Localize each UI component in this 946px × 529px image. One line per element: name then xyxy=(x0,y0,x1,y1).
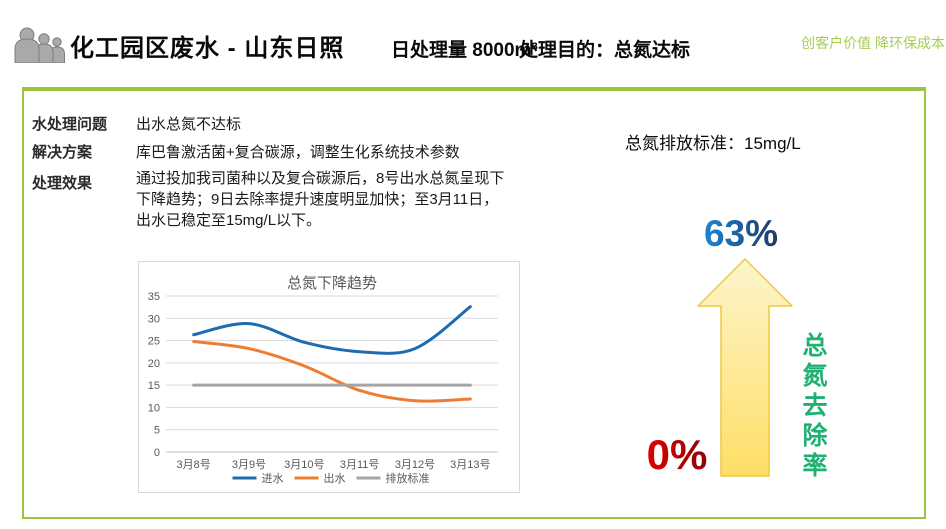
series-line-出水 xyxy=(192,339,472,403)
row-solution-label: 解决方案 xyxy=(32,144,93,161)
discharge-standard-note: 总氮排放标准：15mg/L xyxy=(625,134,801,153)
legend-label: 进水 xyxy=(262,472,284,485)
series-line-进水 xyxy=(192,305,472,355)
removal-arrow-icon xyxy=(697,258,793,477)
legend-label: 出水 xyxy=(324,471,346,485)
removal-top-percent: 63% xyxy=(704,213,778,254)
row-solution-value: 库巴鲁激活菌+复合碳源，调整生化系统技术参数 xyxy=(136,144,460,161)
x-tick-label: 3月10号 xyxy=(284,458,324,471)
removal-axis-char: 总 xyxy=(802,332,828,360)
x-tick-label: 3月13号 xyxy=(450,458,490,471)
y-tick-label: 25 xyxy=(148,336,160,348)
treatment-purpose: 处理目的：总氮达标 xyxy=(519,40,691,61)
trend-chart: 0 5 10 15 20 25 30 35 总氮下降趋势 3月8号 3月9号 3月10号 3月11号 3月… xyxy=(138,261,520,493)
removal-axis-label: 总氮去除率 xyxy=(794,331,836,481)
x-tick-label: 3月9号 xyxy=(232,458,266,471)
x-tick-label: 3月11号 xyxy=(340,458,380,471)
y-tick-label: 20 xyxy=(148,358,160,370)
case-panel: 水处理问题 出水总氮不达标 解决方案 库巴鲁激活菌+复合碳源，调整生化系统技术参… xyxy=(22,87,926,519)
people-group-icon xyxy=(14,27,65,63)
x-tick-label: 3月12号 xyxy=(395,458,435,471)
y-tick-label: 30 xyxy=(148,313,160,325)
removal-axis-char: 去 xyxy=(802,392,828,420)
row-effect-label: 处理效果 xyxy=(32,175,93,192)
y-tick-label: 15 xyxy=(148,380,160,392)
y-tick-label: 10 xyxy=(148,402,160,414)
removal-top-figure: 63% xyxy=(704,213,778,254)
removal-bottom-percent: 0% xyxy=(647,431,708,478)
x-tick-label: 3月8号 xyxy=(177,458,211,471)
removal-axis-char: 率 xyxy=(802,452,828,480)
removal-axis-char: 除 xyxy=(802,422,828,450)
y-tick-label: 35 xyxy=(148,291,160,303)
y-tick-label: 0 xyxy=(154,447,160,459)
y-tick-label: 5 xyxy=(154,425,160,437)
legend-label: 排放标准 xyxy=(386,471,430,485)
removal-axis-char: 氮 xyxy=(802,362,828,390)
trend-chart-svg: 0 5 10 15 20 25 30 35 总氮下降趋势 3月8号 3月9号 3月10号 3月11号 3月… xyxy=(148,275,498,485)
chart-title: 总氮下降趋势 xyxy=(287,275,377,292)
row-problem-label: 水处理问题 xyxy=(32,116,108,133)
company-slogan: 创客户价值 降环保成本 xyxy=(801,35,945,51)
page-title: 化工园区废水 - 山东日照 xyxy=(70,35,345,62)
daily-capacity: 日处理量 8000m³ xyxy=(391,40,538,61)
row-problem-value: 出水总氮不达标 xyxy=(136,116,242,133)
row-effect-value: 通过投加我司菌种以及复合碳源后，8号出水总氮呈现下 下降趋势；9日去除率提升速度… xyxy=(136,170,505,229)
removal-bottom-figure: 0% xyxy=(647,431,708,478)
